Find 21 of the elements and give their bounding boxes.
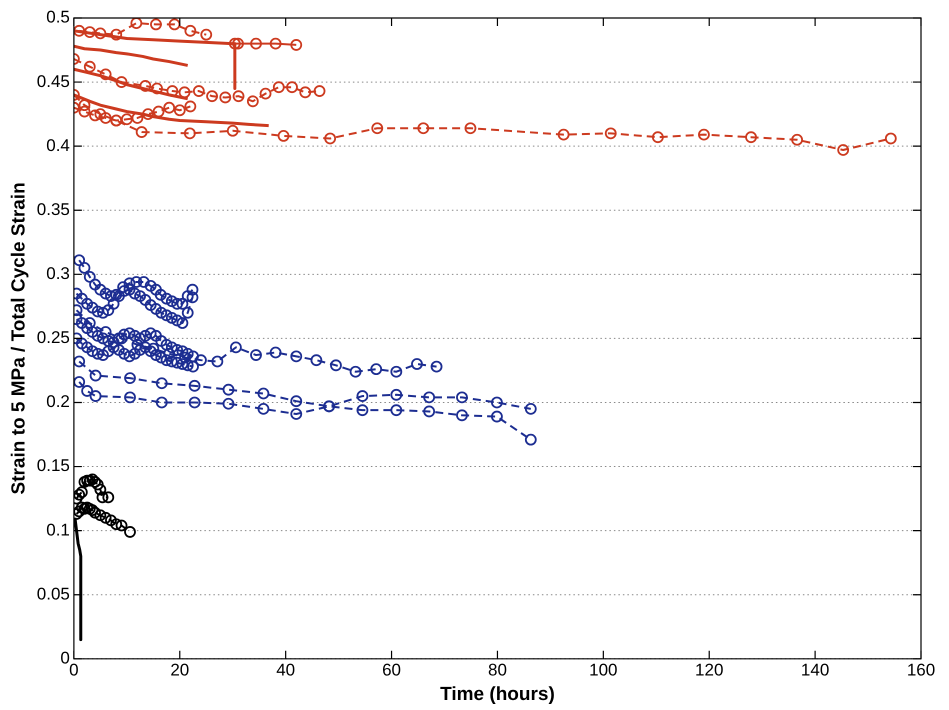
x-tick-label: 20 xyxy=(170,660,190,680)
y-tick-label: 0.45 xyxy=(36,72,70,91)
y-tick-label: 0.35 xyxy=(36,200,70,219)
y-tick-label: 0.1 xyxy=(46,520,70,540)
y-tick-label: 0.25 xyxy=(36,328,70,348)
x-tick-label: 100 xyxy=(589,660,618,680)
x-tick-label: 120 xyxy=(695,660,724,680)
x-tick-label: 160 xyxy=(906,660,936,680)
y-tick-label: 0.05 xyxy=(36,584,70,604)
x-tick-label: 140 xyxy=(800,660,830,680)
x-tick-label: 80 xyxy=(488,660,507,680)
y-tick-label: 0.2 xyxy=(46,392,70,412)
x-axis-title: Time (hours) xyxy=(440,684,555,705)
y-tick-label: 0.15 xyxy=(36,456,70,476)
x-tick-label: 40 xyxy=(276,660,296,680)
y-tick-label: 0.3 xyxy=(46,264,70,284)
y-tick-label: 0.5 xyxy=(46,8,70,27)
y-tick-label: 0.4 xyxy=(46,136,70,155)
x-tick-label: 60 xyxy=(382,660,402,680)
y-axis-title: Strain to 5 MPa / Total Cycle Strain xyxy=(8,182,30,494)
y-tick-label: 0 xyxy=(60,648,70,668)
